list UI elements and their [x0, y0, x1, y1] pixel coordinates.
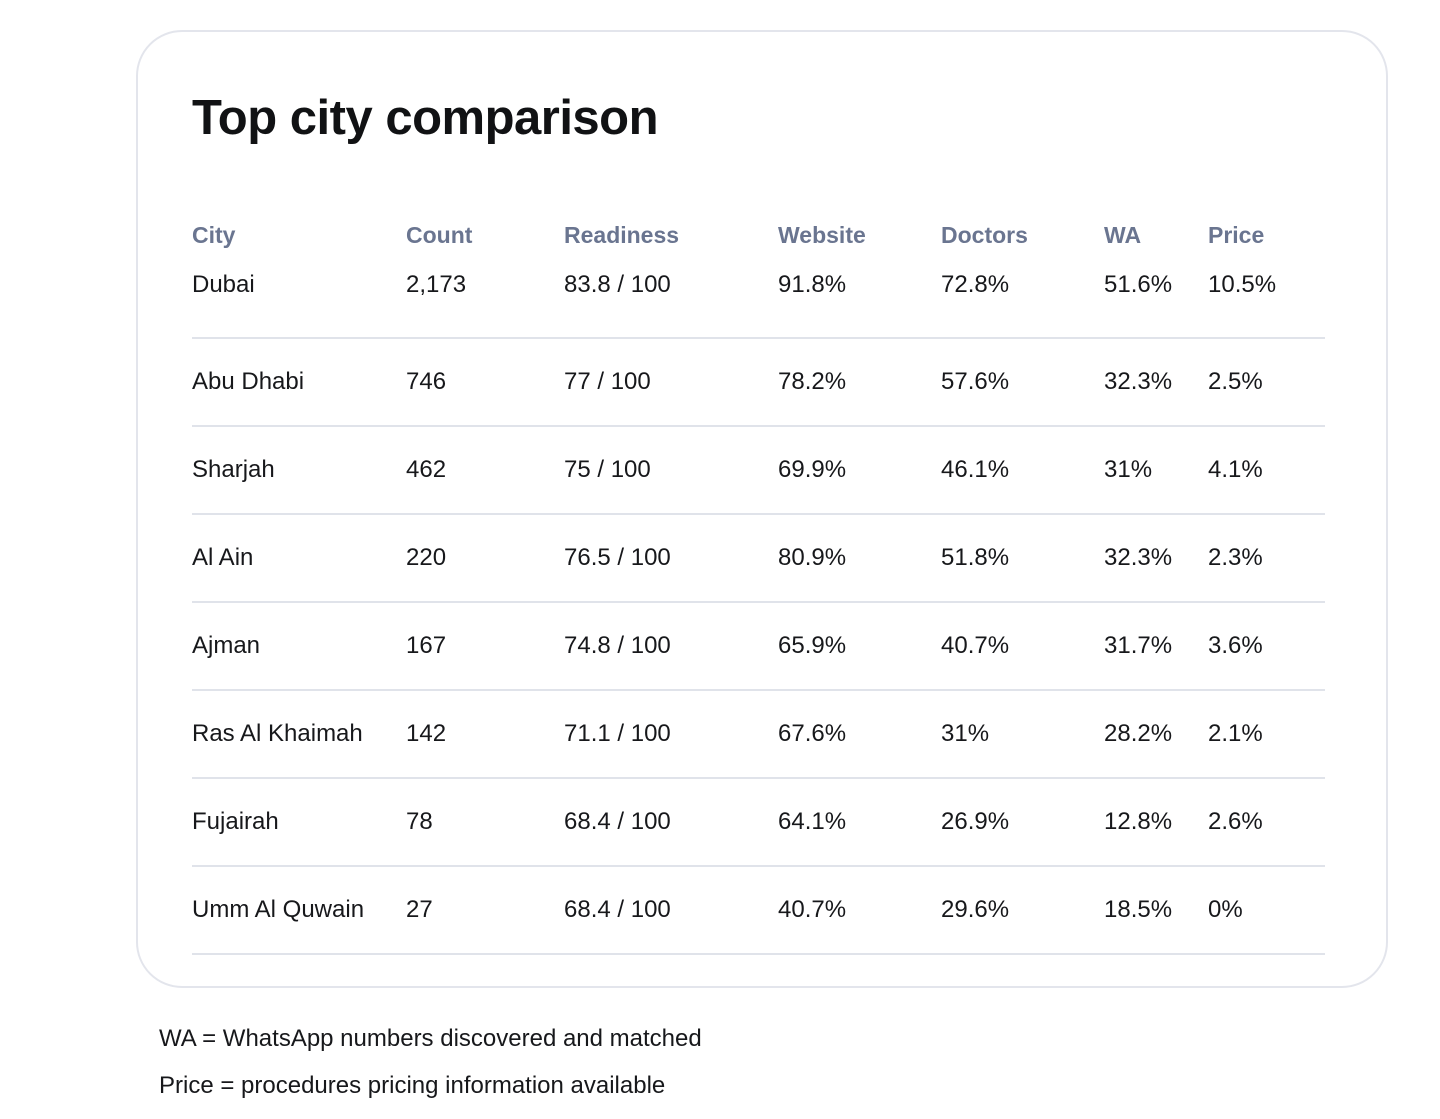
city-comparison-table: City Count Readiness Website Doctors WA …	[192, 202, 1325, 955]
cell-wa: 32.3%	[1104, 514, 1208, 603]
cell-readiness: 71.1 / 100	[564, 690, 778, 779]
table-row: Fujairah 78 68.4 / 100 64.1% 26.9% 12.8%…	[192, 778, 1325, 867]
column-header-doctors: Doctors	[941, 222, 1028, 248]
cell-doctors: 29.6%	[941, 866, 1104, 955]
cell-readiness: 68.4 / 100	[564, 778, 778, 867]
cell-price: 2.1%	[1208, 690, 1325, 779]
cell-city: Ajman	[192, 602, 406, 691]
table-row: Al Ain 220 76.5 / 100 80.9% 51.8% 32.3% …	[192, 514, 1325, 603]
cell-city: Al Ain	[192, 514, 406, 603]
cell-count: 27	[406, 866, 564, 955]
cell-wa: 18.5%	[1104, 866, 1208, 955]
cell-website: 91.8%	[778, 266, 941, 339]
cell-website: 78.2%	[778, 338, 941, 427]
cell-count: 220	[406, 514, 564, 603]
cell-count: 167	[406, 602, 564, 691]
cell-price: 2.6%	[1208, 778, 1325, 867]
cell-count: 142	[406, 690, 564, 779]
cell-readiness: 75 / 100	[564, 426, 778, 515]
cell-website: 64.1%	[778, 778, 941, 867]
column-header-price: Price	[1208, 222, 1265, 248]
cell-count: 78	[406, 778, 564, 867]
cell-count: 746	[406, 338, 564, 427]
card-title: Top city comparison	[192, 91, 659, 145]
column-header-website: Website	[778, 222, 866, 248]
cell-price: 0%	[1208, 866, 1325, 955]
cell-wa: 31%	[1104, 426, 1208, 515]
table-row: Dubai 2,173 83.8 / 100 91.8% 72.8% 51.6%…	[192, 266, 1325, 339]
cell-doctors: 51.8%	[941, 514, 1104, 603]
city-comparison-card: Top city comparison City Count Readiness…	[136, 30, 1388, 988]
cell-doctors: 57.6%	[941, 338, 1104, 427]
table-row: Ajman 167 74.8 / 100 65.9% 40.7% 31.7% 3…	[192, 602, 1325, 691]
cell-website: 80.9%	[778, 514, 941, 603]
cell-price: 4.1%	[1208, 426, 1325, 515]
cell-price: 2.5%	[1208, 338, 1325, 427]
cell-doctors: 26.9%	[941, 778, 1104, 867]
table-row: Ras Al Khaimah 142 71.1 / 100 67.6% 31% …	[192, 690, 1325, 779]
cell-city: Dubai	[192, 266, 406, 339]
footnote-price: Price = procedures pricing information a…	[159, 1072, 666, 1099]
cell-readiness: 68.4 / 100	[564, 866, 778, 955]
cell-website: 65.9%	[778, 602, 941, 691]
column-header-wa: WA	[1104, 222, 1142, 248]
footnote-wa: WA = WhatsApp numbers discovered and mat…	[159, 1025, 702, 1052]
table-row: Abu Dhabi 746 77 / 100 78.2% 57.6% 32.3%…	[192, 338, 1325, 427]
table-header-row: City Count Readiness Website Doctors WA …	[192, 202, 1325, 266]
cell-count: 2,173	[406, 266, 564, 339]
column-header-count: Count	[406, 222, 473, 248]
cell-city: Ras Al Khaimah	[192, 690, 406, 779]
table-row: Umm Al Quwain 27 68.4 / 100 40.7% 29.6% …	[192, 866, 1325, 955]
cell-price: 10.5%	[1208, 266, 1325, 339]
cell-readiness: 77 / 100	[564, 338, 778, 427]
cell-readiness: 76.5 / 100	[564, 514, 778, 603]
column-header-readiness: Readiness	[564, 222, 680, 248]
cell-readiness: 83.8 / 100	[564, 266, 778, 339]
cell-wa: 32.3%	[1104, 338, 1208, 427]
cell-doctors: 46.1%	[941, 426, 1104, 515]
cell-city: Umm Al Quwain	[192, 866, 406, 955]
cell-doctors: 72.8%	[941, 266, 1104, 339]
cell-website: 67.6%	[778, 690, 941, 779]
cell-price: 3.6%	[1208, 602, 1325, 691]
cell-doctors: 31%	[941, 690, 1104, 779]
cell-doctors: 40.7%	[941, 602, 1104, 691]
cell-wa: 28.2%	[1104, 690, 1208, 779]
table-row: Sharjah 462 75 / 100 69.9% 46.1% 31% 4.1…	[192, 426, 1325, 515]
cell-website: 69.9%	[778, 426, 941, 515]
cell-count: 462	[406, 426, 564, 515]
cell-readiness: 74.8 / 100	[564, 602, 778, 691]
cell-price: 2.3%	[1208, 514, 1325, 603]
cell-city: Abu Dhabi	[192, 338, 406, 427]
cell-wa: 31.7%	[1104, 602, 1208, 691]
cell-website: 40.7%	[778, 866, 941, 955]
cell-city: Sharjah	[192, 426, 406, 515]
cell-wa: 12.8%	[1104, 778, 1208, 867]
cell-city: Fujairah	[192, 778, 406, 867]
cell-wa: 51.6%	[1104, 266, 1208, 339]
column-header-city: City	[192, 222, 236, 248]
